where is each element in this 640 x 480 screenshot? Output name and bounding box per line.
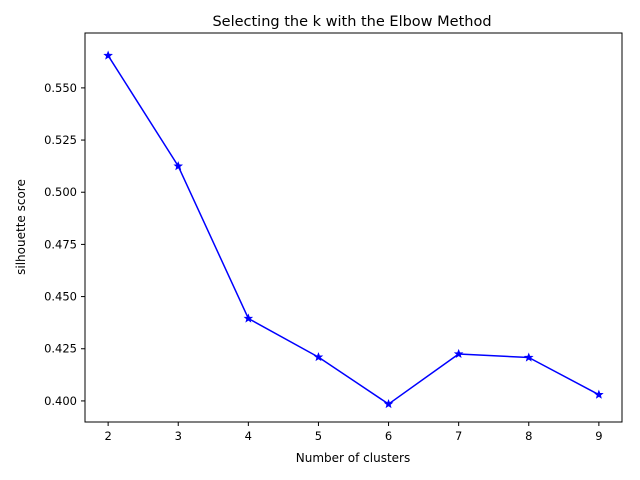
x-tick-label: 3 (175, 429, 182, 443)
data-point-star (523, 352, 534, 362)
x-tick-label: 2 (104, 429, 111, 443)
y-tick-label: 0.550 (44, 81, 77, 95)
data-point-star (383, 399, 394, 409)
y-tick-label: 0.500 (44, 185, 77, 199)
x-axis-label: Number of clusters (296, 451, 410, 465)
y-tick-label: 0.400 (44, 394, 77, 408)
y-tick-label: 0.425 (44, 342, 77, 356)
x-tick-label: 5 (315, 429, 322, 443)
x-tick-label: 9 (595, 429, 602, 443)
series-line (107, 55, 600, 405)
data-point-star (594, 389, 604, 399)
data-point-star (313, 352, 324, 362)
y-tick-label: 0.525 (44, 133, 77, 147)
x-tick-label: 7 (455, 429, 462, 443)
plot-area: 2 3 4 5 6 7 8 9 0.400 0.425 0.450 0.475 0.500 0.525 0.… (44, 50, 604, 443)
x-tick-label: 6 (385, 429, 392, 443)
x-tick-label: 4 (245, 429, 252, 443)
chart-title: Selecting the k with the Elbow Method (212, 14, 491, 30)
x-tick-label: 8 (525, 429, 532, 443)
y-axis-label: silhouette score (14, 179, 28, 275)
y-tick-label: 0.475 (44, 237, 77, 251)
data-point-star (103, 50, 113, 60)
y-tick-label: 0.450 (44, 290, 77, 304)
data-point-star (453, 348, 464, 359)
data-point-star (173, 161, 184, 171)
axes-frame (84, 32, 623, 423)
data-point-star (243, 313, 254, 323)
